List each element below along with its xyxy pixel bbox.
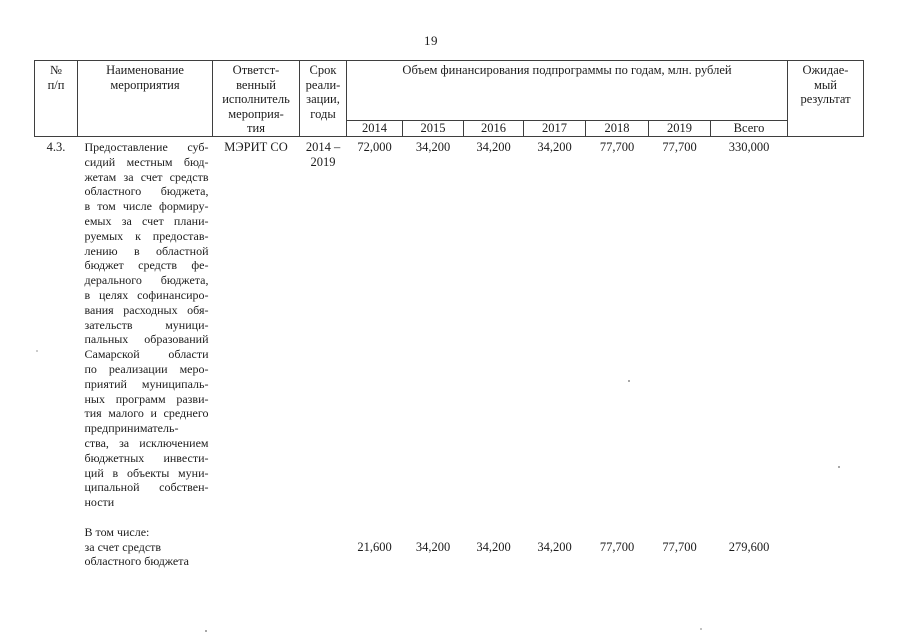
value-2015: 34,200: [415, 139, 451, 154]
subvalue-2019: 77,700: [662, 539, 697, 554]
year-header-2019: 2019: [648, 120, 711, 137]
description-line: Предоставление суб-: [84, 139, 209, 154]
col-header-financing: Объем финансирования подпрограммы по год…: [346, 59, 788, 122]
row-executor: МЭРИТ СО: [224, 139, 288, 154]
subvalue-2017: 34,200: [537, 539, 572, 554]
description-line: сидий местным бюд-: [84, 154, 209, 169]
description-line: бюджетных инвести-: [84, 450, 209, 465]
years-header-row: 2014 2015 2016 2017 2018 2019 Всего: [35, 120, 864, 137]
empty-cell: [300, 510, 347, 569]
value-2016: 34,200: [476, 139, 511, 154]
description-line: тия малого и среднего: [84, 406, 209, 421]
financing-table: № п/п Наименование мероприятия Ответст- …: [34, 59, 864, 569]
empty-cell: [788, 136, 864, 509]
year-header-2017: 2017: [523, 120, 586, 137]
description-line: ципальной собствен-: [84, 480, 209, 495]
value-2019: 77,700: [662, 139, 697, 154]
scan-speck: [205, 630, 207, 632]
table-header: № п/п Наименование мероприятия Ответст- …: [34, 59, 864, 137]
col-header-period: Срок реали- зации, годы: [299, 60, 347, 137]
row-number: 4.3.: [46, 139, 66, 154]
description-line: областного бюджета,: [84, 184, 209, 199]
description-line: вания расходных обя-: [84, 302, 209, 317]
subrow-label-line: областного бюджета: [84, 554, 189, 569]
description-line: приятий муниципаль-: [84, 376, 209, 391]
col-header-num: № п/п: [34, 60, 78, 137]
year-header-total: Всего: [710, 120, 788, 137]
description-line: бюджет средств фе-: [84, 258, 209, 273]
subrow-label: В том числе: за счет средств областного бю…: [78, 510, 213, 569]
subrow-label-line: за счет средств: [84, 539, 162, 554]
description-line: руемых к предостав-: [84, 228, 209, 243]
empty-cell: [35, 510, 78, 569]
value-2014: 72,000: [357, 139, 392, 154]
description-line: по реализации меро-: [84, 361, 209, 376]
table-row-sub: В том числе: за счет средств областного бю…: [35, 510, 864, 569]
description-line: жетам за счет средств: [84, 169, 209, 184]
empty-cell: [788, 510, 864, 569]
table-row-main: 4.3. Предоставление суб-сидий местным бю…: [35, 136, 864, 509]
scan-speck: [838, 466, 840, 468]
subvalue-2018: 77,700: [599, 539, 635, 554]
year-header-2016: 2016: [463, 120, 524, 137]
description-line: емых за счет плани-: [84, 213, 209, 228]
subvalue-total: 279,600: [728, 539, 770, 554]
row-period: 2014 – 2019: [305, 139, 341, 169]
description-line: ций в объекты муни-: [84, 465, 209, 480]
value-2018: 77,700: [599, 139, 635, 154]
subvalue-2015: 34,200: [415, 539, 451, 554]
description-line: ных программ разви-: [84, 391, 209, 406]
value-2017: 34,200: [537, 139, 572, 154]
description-line: лению в областной: [84, 243, 209, 258]
subvalue-2014: 21,600: [357, 539, 392, 554]
description-line: ства, за исключением: [84, 435, 209, 450]
description-line: предприниматель-: [84, 421, 179, 436]
col-header-name: Наименование мероприятия: [77, 60, 213, 137]
col-header-expected: Ожидае- мый результат: [787, 60, 864, 137]
description-line: Самарской области: [84, 347, 209, 362]
page-number: 19: [424, 33, 438, 48]
col-header-executor: Ответст- венный исполнитель мероприя- ти…: [212, 60, 300, 137]
description-line: дерального бюджета,: [84, 273, 209, 288]
scan-speck: [628, 380, 630, 382]
empty-cell: [213, 510, 300, 569]
subvalue-2016: 34,200: [476, 539, 511, 554]
description-line: пальных образований: [84, 332, 209, 347]
year-header-2018: 2018: [585, 120, 649, 137]
value-total: 330,000: [728, 139, 770, 154]
scan-speck: [700, 628, 702, 630]
scan-speck: [36, 350, 38, 352]
subrow-label-line: В том числе:: [84, 524, 150, 539]
description-line: ности: [84, 495, 115, 510]
year-header-2015: 2015: [402, 120, 464, 137]
row-description: Предоставление суб-сидий местным бюд-жет…: [78, 136, 213, 509]
description-line: в том числе формиру-: [84, 199, 209, 214]
year-header-2014: 2014: [346, 120, 403, 137]
description-line: в целях софинансиро-: [84, 287, 209, 302]
description-line: зательств муници-: [84, 317, 209, 332]
